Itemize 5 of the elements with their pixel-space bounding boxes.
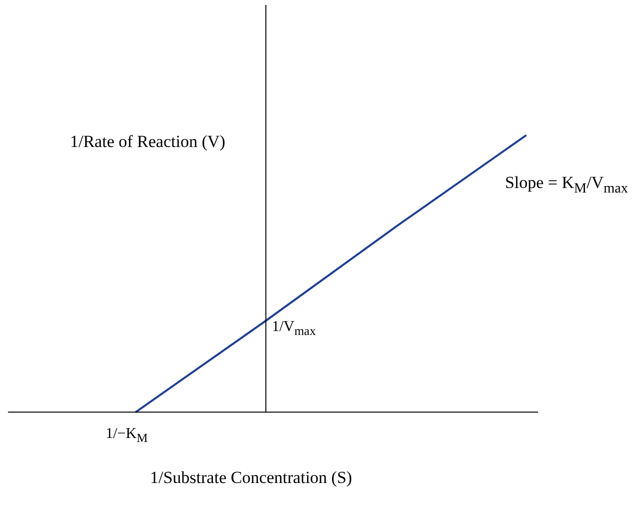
annotation: Slope = K$_{M}$/V$_{max}$ <box>504 173 628 198</box>
annotation: 1/V$_{max}$ <box>272 318 316 339</box>
y-axis-title: 1/Rate of Reaction (V) <box>70 132 226 152</box>
text: 1/−K$_{M}$ <box>106 426 148 446</box>
x-axis-title: 1/Substrate Concentration (S) <box>150 468 352 488</box>
